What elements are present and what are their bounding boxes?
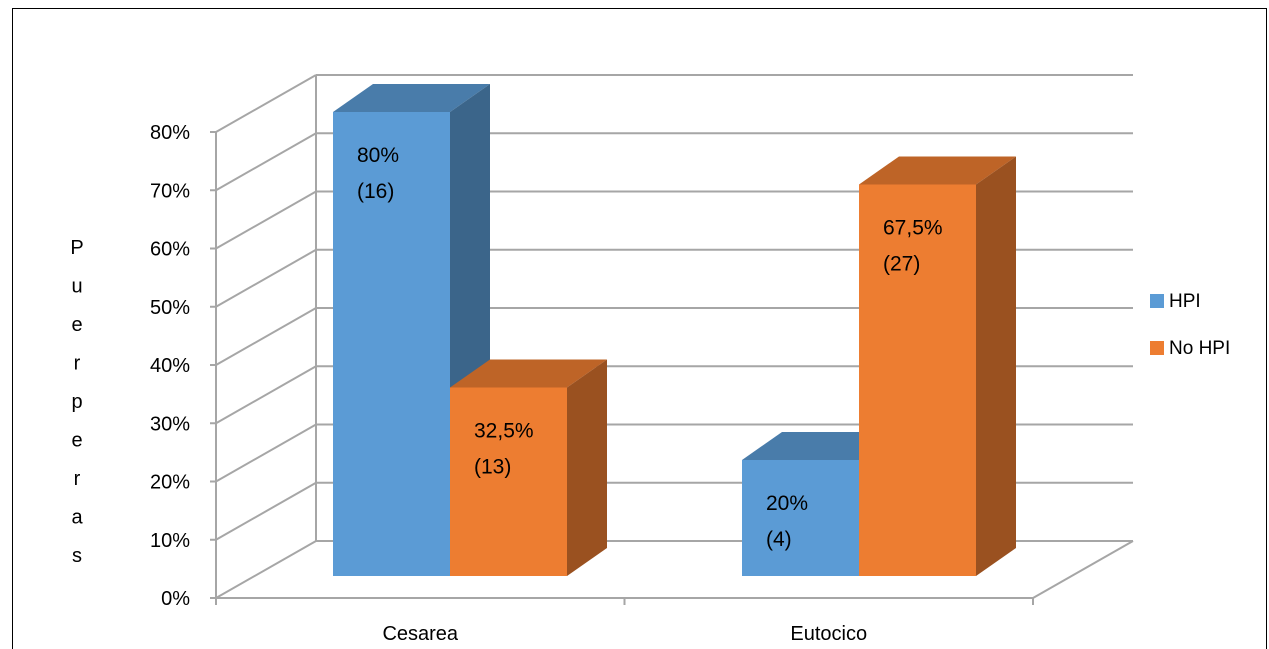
y-tick-label: 0% [161, 588, 190, 610]
y-tick-label: 40% [150, 355, 190, 377]
floor-edge [1032, 540, 1134, 599]
gridline-side [215, 423, 317, 483]
data-label: 80% [357, 144, 399, 167]
y-axis-label-letter: a [71, 507, 83, 529]
y-tick-label: 10% [150, 530, 190, 552]
bar-side-face [976, 156, 1016, 576]
y-axis-label-letter: e [71, 314, 82, 336]
y-axis-label-letter: u [71, 276, 82, 298]
bar-hpi-cesarea [333, 112, 450, 576]
y-axis-label-letter: r [74, 468, 81, 490]
bar-top-face [333, 84, 490, 112]
gridline-side [215, 248, 317, 308]
y-axis-label-letter: s [72, 545, 82, 567]
data-label-count: (16) [357, 180, 394, 203]
data-label-count: (27) [883, 253, 920, 276]
bar-top-face [450, 359, 607, 388]
gridline-side [215, 481, 317, 541]
gridline-side [215, 307, 317, 366]
x-category-label: Eutocico [790, 623, 867, 645]
data-label: 67,5% [883, 217, 943, 240]
chart-frame [12, 8, 1267, 649]
gridline-side [215, 190, 317, 250]
y-axis-label-letter: r [74, 353, 81, 375]
bar-hpi-eutocico [742, 460, 859, 576]
y-axis-label-letter: e [71, 430, 82, 452]
y-tick-label: 30% [150, 413, 190, 435]
legend-swatch [1150, 341, 1164, 355]
bar-no-hpi-cesarea [450, 387, 567, 576]
bar-no-hpi-eutocico [859, 184, 976, 576]
legend-label: HPI [1169, 291, 1201, 312]
y-tick-label: 80% [150, 122, 190, 144]
gridline-side [215, 540, 317, 599]
gridline-side [215, 74, 317, 133]
y-tick-label: 50% [150, 297, 190, 319]
bar-top-face [859, 156, 1016, 185]
data-label-count: (4) [766, 528, 792, 551]
bar-side-face [567, 359, 607, 576]
data-label: 20% [766, 492, 808, 515]
y-axis-label-letter: P [70, 237, 83, 259]
legend-label: No HPI [1169, 338, 1230, 359]
y-tick-label: 70% [150, 180, 190, 202]
data-label-count: (13) [474, 456, 511, 479]
y-axis-label-letter: p [71, 391, 82, 413]
y-tick-label: 60% [150, 239, 190, 261]
y-tick-label: 20% [150, 472, 190, 494]
data-label: 32,5% [474, 420, 534, 443]
legend-swatch [1150, 294, 1164, 308]
gridline-side [215, 132, 317, 192]
x-category-label: Cesarea [382, 623, 458, 645]
gridline-side [215, 365, 317, 425]
